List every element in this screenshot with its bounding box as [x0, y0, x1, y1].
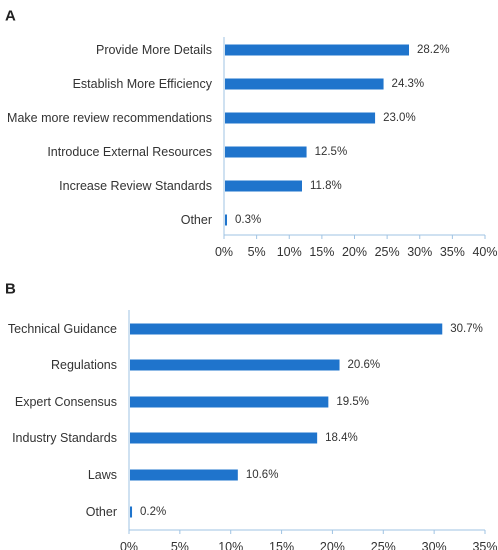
- x-tick-label: 10%: [277, 245, 302, 259]
- category-label: Regulations: [51, 358, 117, 372]
- data-label: 0.3%: [235, 214, 261, 226]
- bar: [225, 112, 376, 124]
- category-label: Make more review recommendations: [7, 111, 212, 125]
- x-tick-label: 40%: [472, 245, 497, 259]
- bar: [225, 44, 410, 56]
- data-label: 23.0%: [383, 112, 416, 124]
- category-label: Technical Guidance: [8, 322, 117, 336]
- x-tick-label: 20%: [342, 245, 367, 259]
- bar: [225, 146, 307, 158]
- x-tick-label: 15%: [309, 245, 334, 259]
- bar: [225, 180, 302, 192]
- data-label: 28.2%: [417, 44, 450, 56]
- data-label: 24.3%: [392, 78, 425, 90]
- data-label: 30.7%: [450, 323, 483, 335]
- x-tick-label: 35%: [472, 540, 497, 550]
- data-label: 18.4%: [325, 432, 358, 444]
- x-tick-label: 25%: [375, 245, 400, 259]
- category-label: Other: [86, 505, 117, 519]
- x-tick-label: 35%: [440, 245, 465, 259]
- bar: [130, 469, 238, 481]
- data-label: 0.2%: [140, 506, 166, 518]
- x-tick-label: 10%: [218, 540, 243, 550]
- x-tick-label: 25%: [371, 540, 396, 550]
- x-tick-label: 30%: [407, 245, 432, 259]
- category-label: Industry Standards: [12, 431, 117, 445]
- data-label: 12.5%: [315, 146, 348, 158]
- panel-label-a: A: [5, 8, 16, 25]
- data-label: 10.6%: [246, 469, 279, 481]
- bar: [130, 396, 329, 408]
- category-label: Establish More Efficiency: [73, 77, 213, 91]
- x-tick-label: 5%: [171, 540, 189, 550]
- category-label: Provide More Details: [96, 43, 212, 57]
- bar: [225, 78, 384, 90]
- category-label: Increase Review Standards: [59, 179, 212, 193]
- x-tick-label: 30%: [422, 540, 447, 550]
- x-tick-label: 20%: [320, 540, 345, 550]
- x-tick-label: 0%: [215, 245, 233, 259]
- category-label: Other: [181, 213, 212, 227]
- data-label: 11.8%: [310, 180, 342, 192]
- bar: [130, 323, 443, 335]
- x-tick-label: 5%: [248, 245, 266, 259]
- data-label: 19.5%: [336, 396, 369, 408]
- data-label: 20.6%: [348, 359, 381, 371]
- x-tick-label: 0%: [120, 540, 138, 550]
- category-label: Expert Consensus: [15, 395, 117, 409]
- bar: [130, 359, 340, 371]
- bar: [130, 506, 133, 518]
- x-tick-label: 15%: [269, 540, 294, 550]
- category-label: Introduce External Resources: [47, 145, 212, 159]
- category-label: Laws: [88, 468, 117, 482]
- panel-label-b: B: [5, 281, 16, 298]
- bar: [130, 432, 318, 444]
- bar: [225, 214, 227, 226]
